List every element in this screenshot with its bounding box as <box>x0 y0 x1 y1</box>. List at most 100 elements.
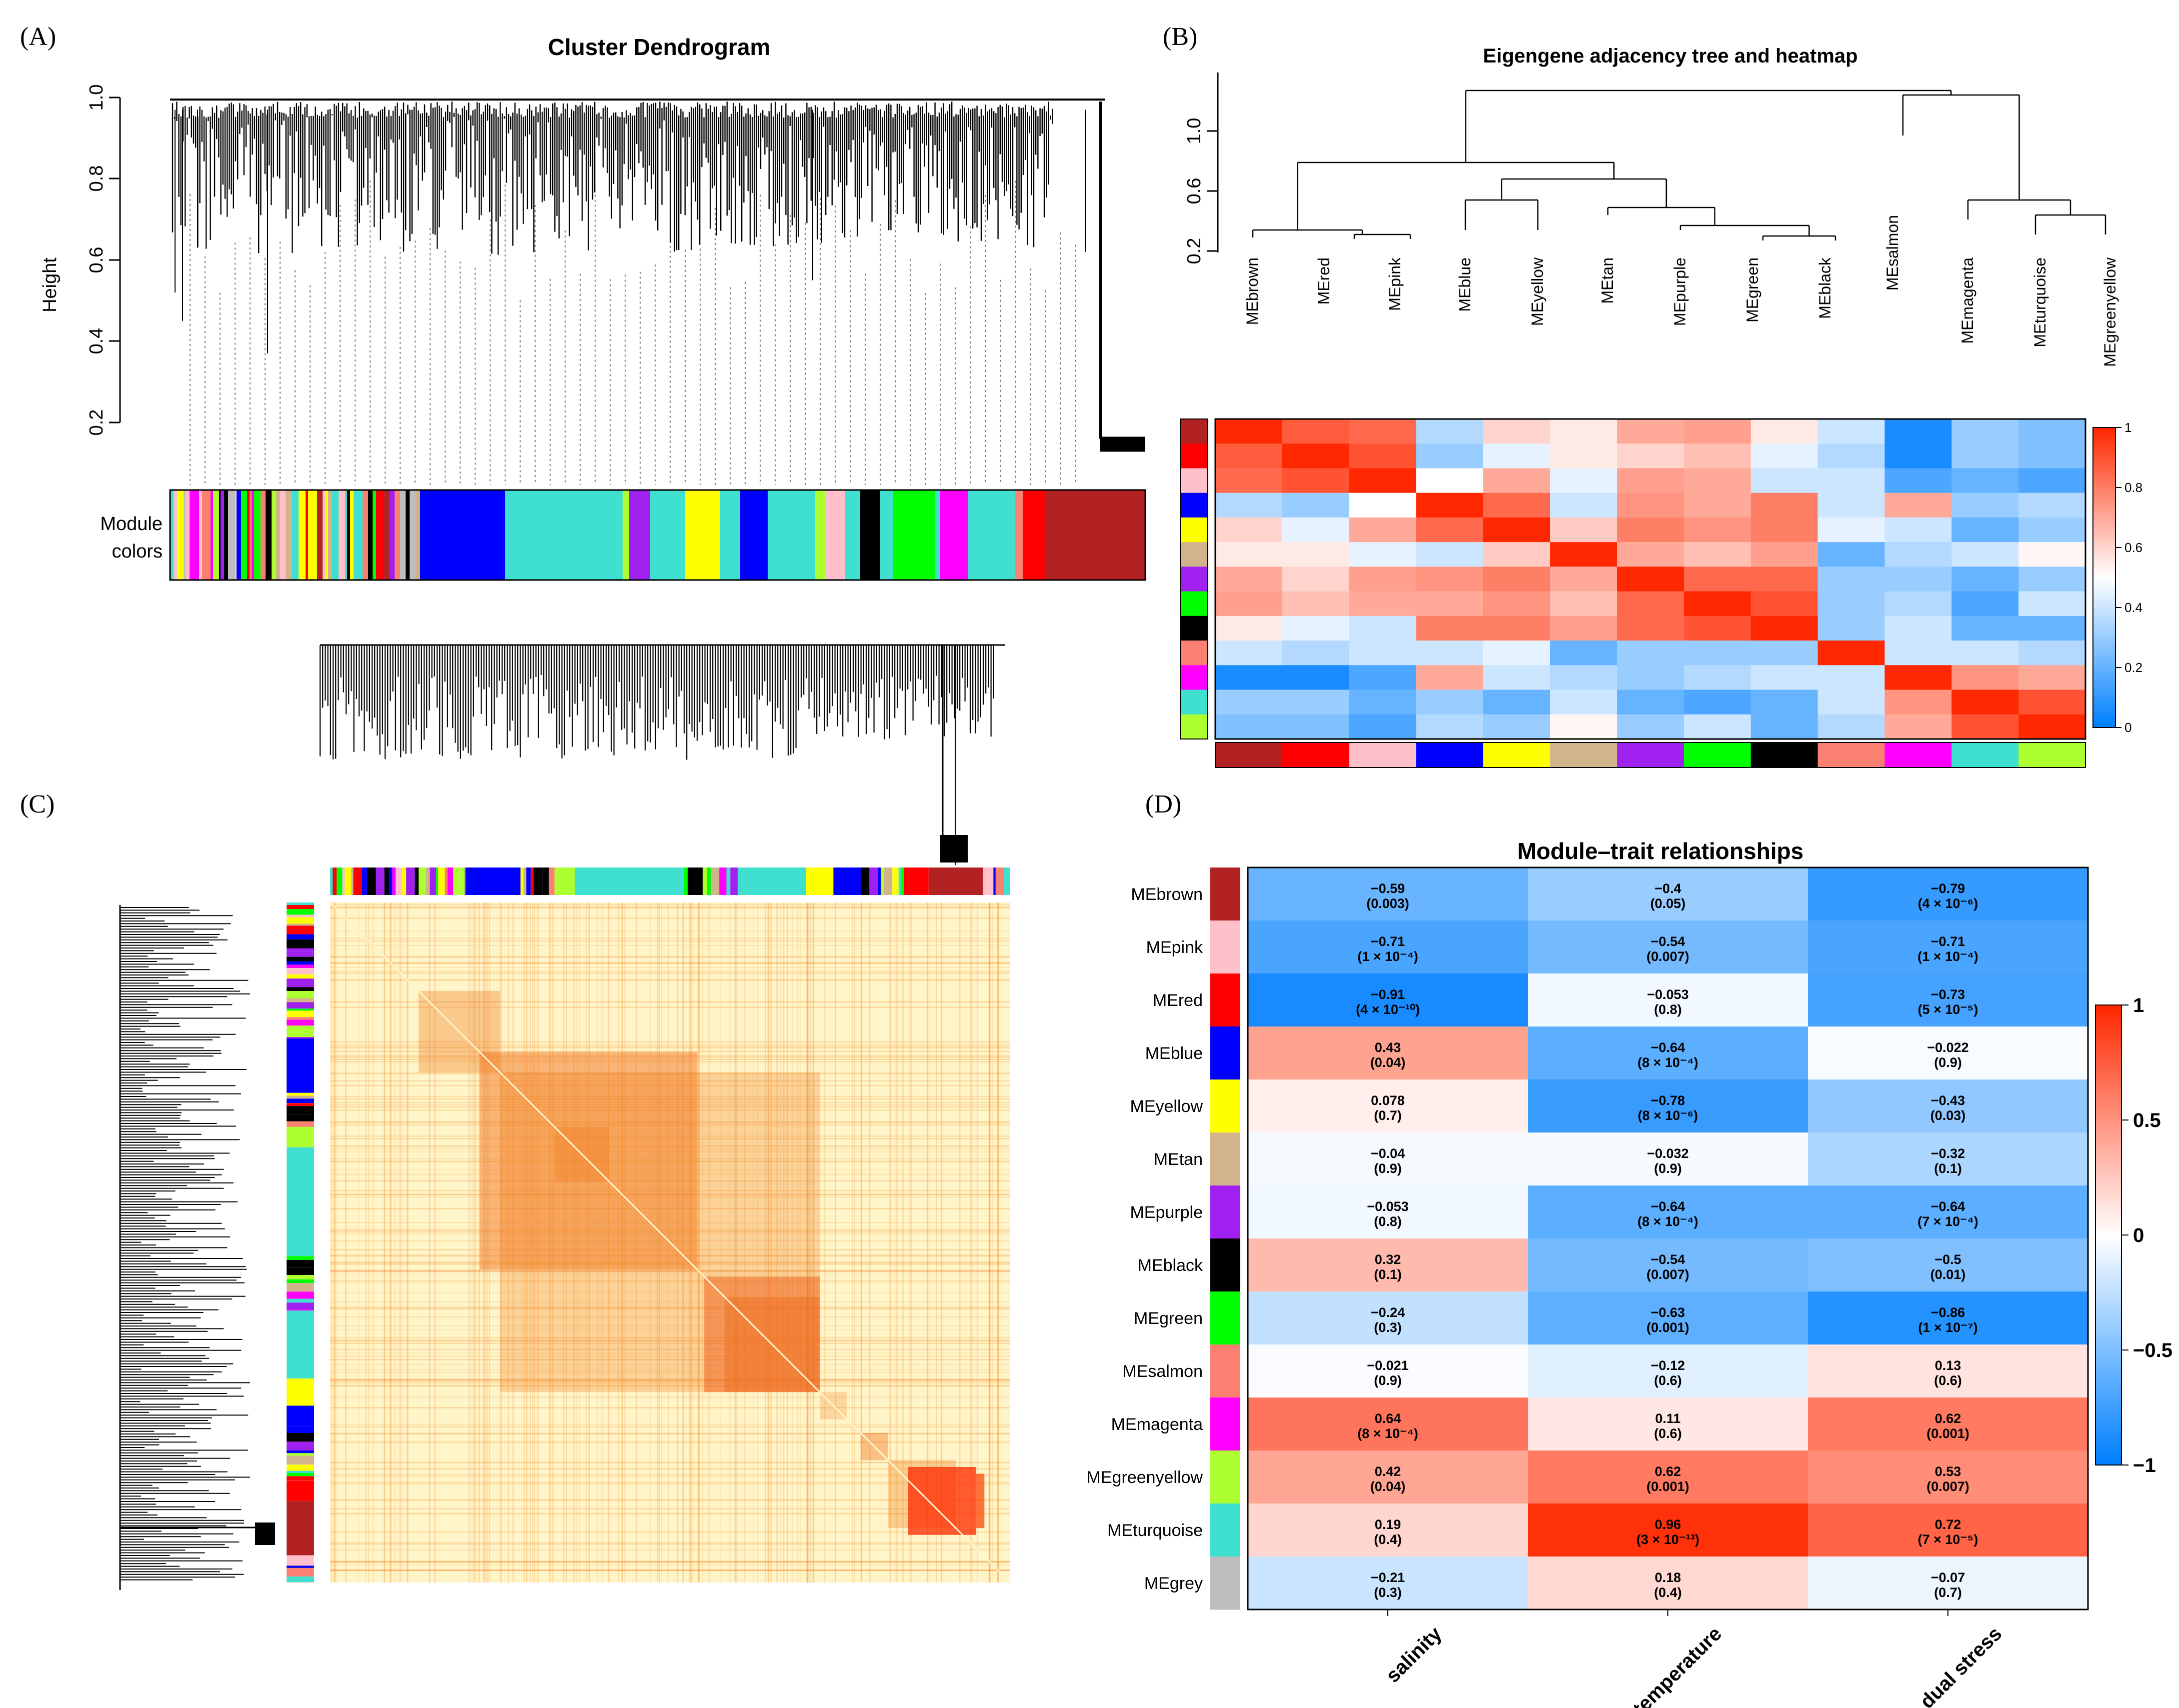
tom-stripe <box>330 1370 1010 1371</box>
tom-stripe <box>330 1282 1010 1284</box>
legend-gradient-step <box>2093 700 2115 704</box>
tom-stripe <box>563 902 565 1582</box>
tom-stripe <box>330 1136 1010 1137</box>
panel-b-label: (B) <box>1163 22 1197 51</box>
module-color-stripe <box>347 490 350 580</box>
tom-stripe <box>330 1337 1010 1338</box>
module-color-stripe <box>177 490 184 580</box>
tom-stripe <box>573 902 575 1582</box>
heatmap-cell <box>1817 714 1885 740</box>
legend-gradient-step <box>2095 1170 2121 1176</box>
tom-stripe <box>473 902 475 1582</box>
legend-gradient-step <box>2093 482 2115 485</box>
tom-color-stripe <box>345 868 352 895</box>
tom-color-block <box>928 868 983 895</box>
tom-stripe <box>330 1080 1010 1082</box>
tom-stripe <box>330 1270 1010 1272</box>
legend-gradient-step <box>2093 664 2115 668</box>
tom-color-stripe <box>287 1442 314 1450</box>
tom-stripe <box>330 1061 1010 1062</box>
tom-stripe <box>903 902 904 1582</box>
tom-color-stripe <box>287 1092 314 1096</box>
tom-stripe <box>330 1271 1010 1272</box>
tom-stripe <box>330 1316 1010 1318</box>
legend-gradient-step <box>2093 430 2115 434</box>
legend-gradient-step <box>2095 1028 2121 1033</box>
legend-gradient-step <box>2095 1097 2121 1102</box>
module-color-stripe <box>286 490 292 580</box>
legend-gradient-step <box>2093 722 2115 725</box>
tom-stripe <box>330 1340 1010 1342</box>
correlation-value: −0.021 <box>1367 1358 1408 1373</box>
tom-color-block <box>908 868 929 895</box>
tom-stripe <box>330 1047 1010 1048</box>
correlation-cell <box>1808 1450 2088 1504</box>
correlation-cell <box>1248 1186 1528 1239</box>
tom-color-stripe <box>287 1279 314 1284</box>
heatmap-cell <box>1683 419 1751 444</box>
legend-gradient-step <box>2095 1460 2121 1466</box>
legend-gradient-step <box>2095 1023 2121 1028</box>
tom-color-stripe <box>445 868 448 895</box>
tom-stripe <box>330 1569 1010 1570</box>
tom-color-stripe <box>287 978 314 988</box>
legend-gradient-step <box>2095 1432 2121 1438</box>
tom-color-stripe <box>287 1096 314 1099</box>
col-color-key <box>1349 742 1417 768</box>
tom-stripe <box>896 902 898 1582</box>
tom-stripe <box>744 902 746 1582</box>
legend-tick-label: −0.5 <box>2133 1340 2172 1362</box>
tom-stripe <box>330 980 1010 982</box>
tom-stripe <box>384 902 385 1582</box>
p-value: (5 × 10⁻⁵) <box>1918 1002 1978 1017</box>
legend-gradient-step <box>2095 1456 2121 1461</box>
ytick-label: 0.8 <box>86 166 107 192</box>
module-color-stripe <box>359 490 363 580</box>
legend-gradient-step <box>2093 596 2115 599</box>
tom-color-stripe <box>362 868 367 895</box>
module-color-block <box>880 490 893 580</box>
tom-color-stripe <box>465 868 466 895</box>
tom-stripe <box>330 956 1010 958</box>
heatmap-cell <box>1483 517 1550 542</box>
legend-gradient-step <box>2093 602 2115 605</box>
heatmap-cell <box>1817 591 1885 616</box>
panel-b: (B) Eigengene adjacency tree and heatmap… <box>1163 22 2142 768</box>
correlation-cell <box>1808 1344 2088 1398</box>
legend-gradient-step <box>2093 610 2115 614</box>
legend-tick-label: 0.6 <box>2124 540 2142 555</box>
tom-stripe <box>330 1270 1010 1272</box>
module-color-key <box>1210 868 1240 921</box>
p-value: (8 × 10⁻⁴) <box>1637 1055 1698 1070</box>
legend-gradient-step <box>2093 646 2115 650</box>
heatmap-cell <box>1817 468 1885 494</box>
tom-stripe <box>330 1194 1010 1196</box>
legend-gradient-step <box>2093 622 2115 626</box>
tom-color-stripe <box>384 868 389 895</box>
tom-color-stripe <box>520 868 524 895</box>
correlation-cell <box>1528 1344 1808 1398</box>
p-value: (0.3) <box>1374 1320 1402 1335</box>
tom-stripe <box>330 1384 1010 1386</box>
heatmap-cell <box>1884 419 1952 444</box>
heatmap-cell <box>1215 665 1283 690</box>
heatmap-cell <box>1951 444 2019 469</box>
tom-color-stripe <box>287 1002 314 1009</box>
panel-b-title: Eigengene adjacency tree and heatmap <box>1483 45 1857 67</box>
legend-gradient-step <box>2093 634 2115 638</box>
heatmap-cell <box>2018 468 2086 494</box>
tom-color-stripe <box>287 1302 314 1310</box>
heatmap-cell <box>1617 690 1684 715</box>
module-color-block <box>893 490 935 580</box>
correlation-value: −0.4 <box>1654 881 1681 896</box>
tom-stripe <box>330 1255 1010 1257</box>
correlation-value: −0.64 <box>1651 1199 1685 1214</box>
heatmap-cell <box>2018 419 2086 444</box>
heatmap-cell <box>1215 542 1283 567</box>
module-color-stripe <box>296 490 299 580</box>
heatmap-cell <box>1282 616 1350 641</box>
legend-gradient-step <box>2095 1056 2121 1060</box>
correlation-value: −0.91 <box>1371 987 1405 1002</box>
tom-color-stripe <box>287 1456 314 1465</box>
tom-color-stripe <box>287 1020 314 1026</box>
